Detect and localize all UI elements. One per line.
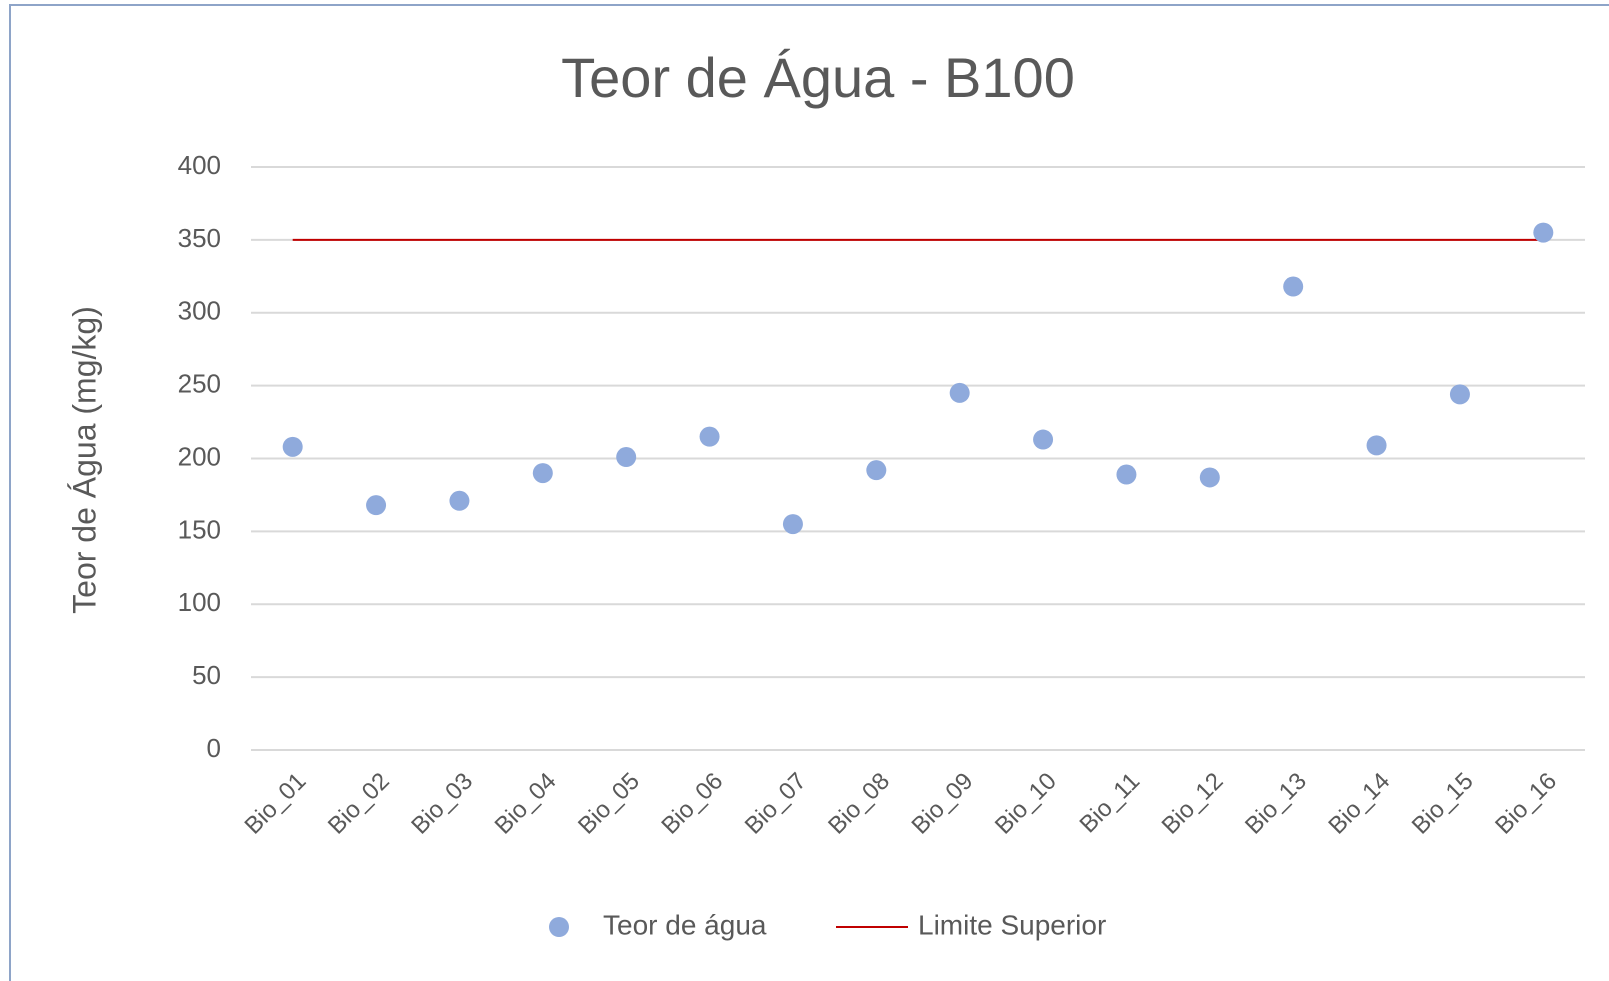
chart-border	[9, 4, 1609, 981]
data-point	[616, 447, 637, 468]
y-tick-label: 100	[178, 587, 221, 617]
data-point	[866, 460, 887, 481]
y-tick-label: 150	[178, 514, 221, 544]
y-tick-label: 50	[192, 660, 221, 690]
y-tick-label: 0	[207, 733, 221, 763]
data-point	[1283, 276, 1304, 297]
chart-title: Teor de Água - B100	[561, 46, 1075, 109]
data-point	[282, 436, 303, 457]
y-tick-label: 200	[178, 441, 221, 471]
data-point	[699, 426, 720, 447]
data-point	[449, 490, 470, 511]
y-tick-label: 300	[178, 296, 221, 326]
data-point	[1366, 435, 1387, 456]
data-point	[532, 463, 553, 484]
legend-swatch	[549, 917, 569, 937]
data-point	[1033, 429, 1054, 450]
y-tick-label: 350	[178, 223, 221, 253]
data-point	[1533, 222, 1554, 243]
data-point	[1449, 384, 1470, 405]
data-point	[366, 495, 387, 516]
y-tick-label: 400	[178, 150, 221, 180]
legend-label: Teor de água	[603, 909, 767, 940]
data-point	[949, 382, 970, 403]
y-axis-label: Teor de Água (mg/kg)	[66, 306, 102, 614]
y-tick-label: 250	[178, 369, 221, 399]
data-point	[1116, 464, 1137, 485]
legend-label: Limite Superior	[918, 909, 1106, 940]
data-point	[782, 514, 803, 535]
data-point	[1199, 467, 1220, 488]
